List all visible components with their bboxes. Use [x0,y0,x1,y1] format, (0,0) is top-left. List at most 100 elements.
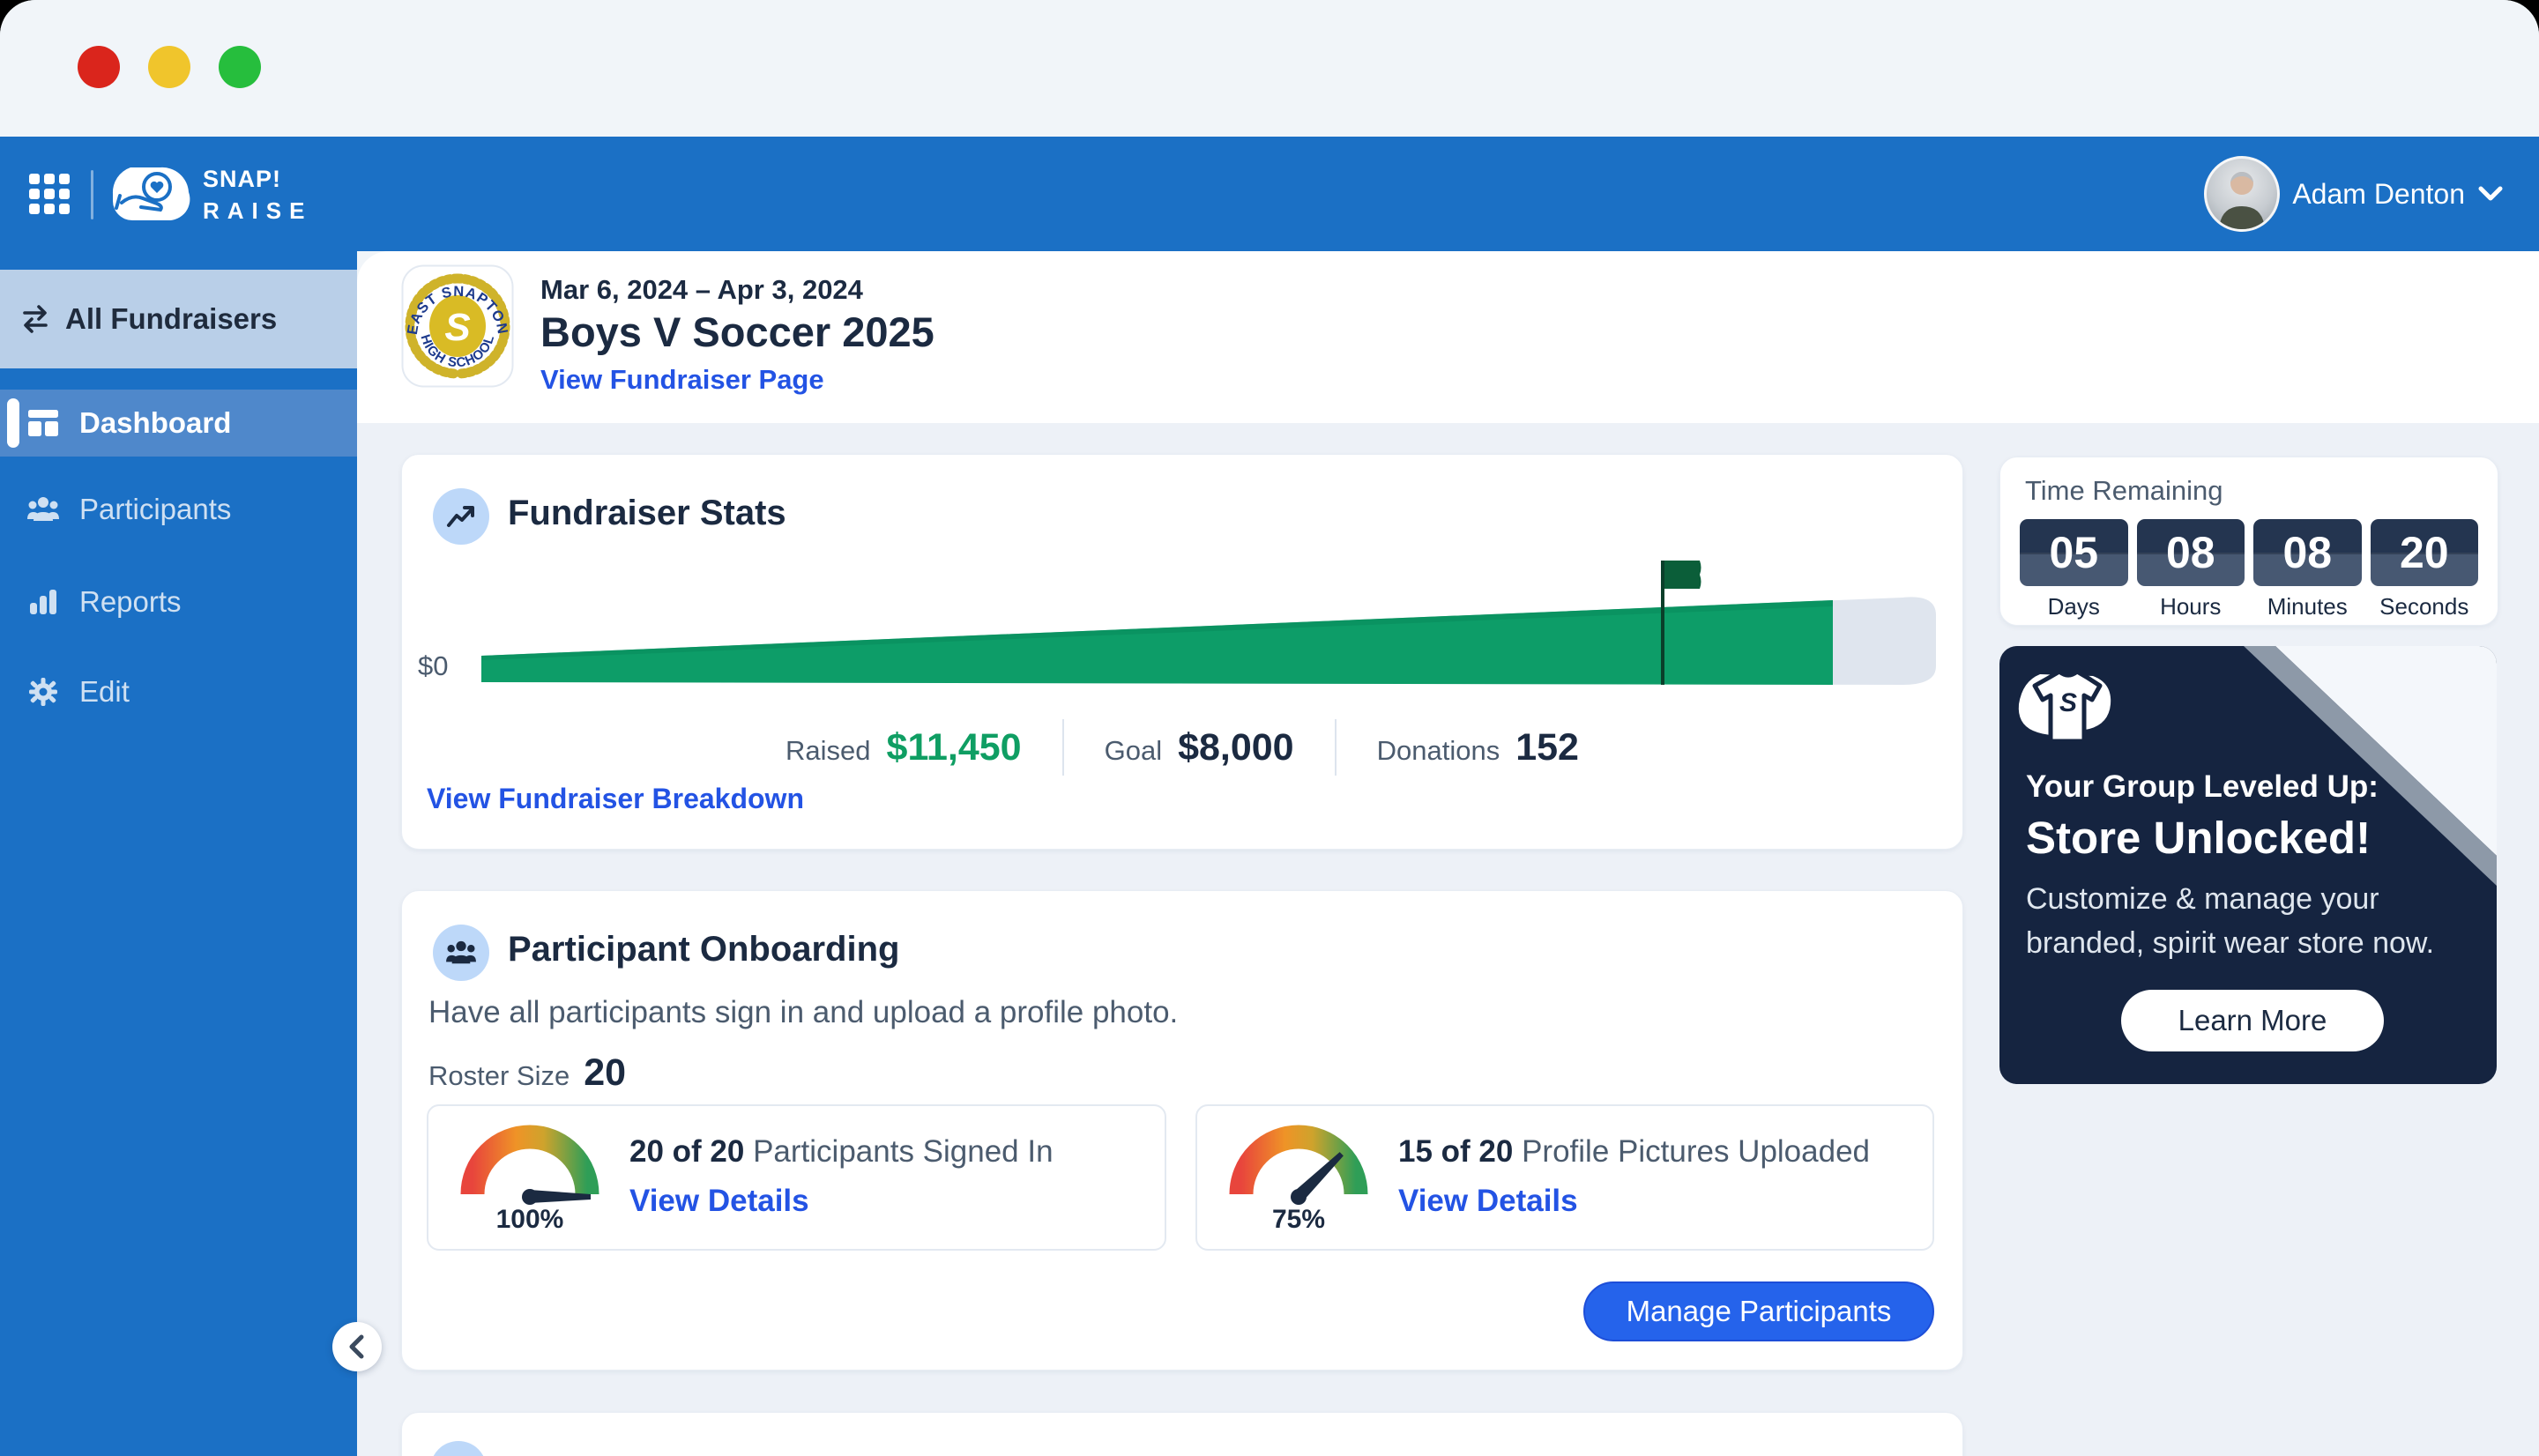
view-fundraiser-breakdown-link[interactable]: View Fundraiser Breakdown [427,783,804,814]
time-remaining-card: Time Remaining 05 08 08 20 Days Hours Mi… [1999,457,2498,626]
roster-size: Roster Size 20 [428,1051,626,1095]
progress-baseline-label: $0 [418,650,449,681]
countdown-tile-hours: 08 [2136,519,2245,586]
roster-size-value: 20 [584,1051,627,1094]
promo-headline: Store Unlocked! [2026,813,2371,863]
user-menu[interactable]: Adam Denton [2204,145,2504,242]
gauge-100-icon [460,1125,599,1205]
sidebar-item-dashboard[interactable]: Dashboard [0,390,357,457]
stats-row: Raised $11,450 Goal $8,000 Donations 152 [402,719,1962,776]
svg-text:S: S [2059,688,2077,717]
brand-top: SNAP! [203,166,282,192]
minimize-button[interactable] [148,46,190,88]
goal-value: $8,000 [1178,725,1294,769]
app-grid-icon[interactable] [29,174,70,214]
signed-in-gauge-box: 100% 20 of 20 Participants Signed In Vie… [427,1104,1166,1251]
minutes-value: 08 [2282,528,2333,577]
close-button[interactable] [78,46,120,88]
appbar-divider [91,170,93,219]
countdown-tile-minutes: 08 [2253,519,2362,586]
photos-uploaded-gauge-box: 75% 15 of 20 Profile Pictures Uploaded V… [1195,1104,1934,1251]
maximize-button[interactable] [219,46,261,88]
minutes-label: Minutes [2267,593,2348,620]
hours-label: Hours [2160,593,2222,620]
fundraiser-progress-bar [481,553,1936,686]
promo-body: Customize & manage your branded, spirit … [2026,882,2435,961]
gauge-count: 15 of 20 [1398,1134,1514,1169]
sidebar-item-label: All Fundraisers [65,302,278,335]
sidebar-item-label: Participants [79,493,232,525]
participants-group-icon [433,925,489,981]
time-remaining-title: Time Remaining [2025,475,2223,506]
sidebar-collapse-button[interactable] [332,1322,382,1371]
days-label: Days [2047,593,2100,620]
donations-value: 152 [1515,725,1579,769]
chevron-down-icon [2478,186,2503,201]
countdown-tile-days: 05 [2020,519,2128,586]
main-content: S EAST SNAPTON HIGH SCHOOL Mar 6, 2024 –… [357,251,2539,1456]
gauge-count: 20 of 20 [629,1134,745,1169]
seconds-value: 20 [2399,528,2449,577]
snap-raise-logo-icon [111,166,190,222]
gauge-label: Participants Signed In [744,1134,1054,1169]
jersey-icon: S [2015,658,2121,761]
fundraiser-stats-card: Fundraiser Stats $0 Raised $11,450 [401,454,1963,850]
sidebar-item-participants[interactable]: Participants [0,476,357,543]
divider [1334,719,1337,776]
goal-label: Goal [1104,734,1163,766]
avatar [2204,156,2281,232]
next-section-icon [430,1441,487,1456]
gauge-caption: 15 of 20 Profile Pictures Uploaded [1398,1134,1870,1170]
stats-card-title: Fundraiser Stats [508,494,786,532]
brand-bottom: RAISE [203,197,313,224]
onboarding-card-title: Participant Onboarding [508,930,900,969]
gauge-75-icon [1229,1125,1368,1205]
dashboard-icon [28,410,58,436]
learn-more-button[interactable]: Learn More [2121,990,2384,1051]
sidebar-item-reports[interactable]: Reports [0,568,357,635]
fundraiser-date-range: Mar 6, 2024 – Apr 3, 2024 [540,274,863,305]
user-name: Adam Denton [2292,177,2465,210]
raised-label: Raised [786,734,871,766]
gauge-caption: 20 of 20 Participants Signed In [629,1134,1054,1170]
people-icon [27,497,59,521]
days-value: 05 [2049,528,2099,577]
store-unlocked-card: S Your Group Leveled Up: Store Unlocked!… [1999,646,2497,1084]
manage-participants-button[interactable]: Manage Participants [1583,1281,1934,1341]
brand-wordmark: SNAP! RAISE [203,166,313,224]
onboarding-description: Have all participants sign in and upload… [428,995,1179,1029]
next-section-card [401,1412,1963,1456]
countdown-tiles: 05 08 08 20 [2020,519,2478,586]
roster-size-label: Roster Size [428,1060,570,1091]
titlebar [0,0,2539,137]
sidebar-item-all-fundraisers[interactable]: All Fundraisers [0,270,357,368]
swap-arrows-icon [23,305,48,333]
divider [1061,719,1064,776]
svg-text:S: S [444,306,470,349]
fundraiser-title: Boys V Soccer 2025 [540,308,934,355]
raised-value: $11,450 [886,725,1022,769]
donations-label: Donations [1376,734,1500,766]
promo-kicker: Your Group Leveled Up: [2026,769,2379,804]
chevron-left-icon [349,1334,364,1359]
bar-chart-icon [30,590,56,614]
goal-flag [1664,561,1701,589]
stat-raised: Raised $11,450 [786,726,1022,769]
gear-icon [29,678,57,706]
sidebar: All Fundraisers Dashboard [0,251,357,1456]
countdown-labels: Days Hours Minutes Seconds [2020,593,2478,620]
school-badge: S EAST SNAPTON HIGH SCHOOL [401,264,514,388]
hours-value: 08 [2165,528,2215,577]
countdown-tile-seconds: 20 [2370,519,2478,586]
view-details-link[interactable]: View Details [629,1184,809,1218]
gauge-percent: 75% [1271,1205,1326,1234]
sidebar-item-edit[interactable]: Edit [0,658,357,725]
fundraiser-header: S EAST SNAPTON HIGH SCHOOL Mar 6, 2024 –… [357,251,2539,423]
app-bar [0,137,2539,251]
gauge-label: Profile Pictures Uploaded [1513,1134,1871,1169]
view-fundraiser-page-link[interactable]: View Fundraiser Page [540,364,824,395]
view-details-link[interactable]: View Details [1398,1184,1578,1218]
stat-donations: Donations 152 [1377,726,1579,769]
